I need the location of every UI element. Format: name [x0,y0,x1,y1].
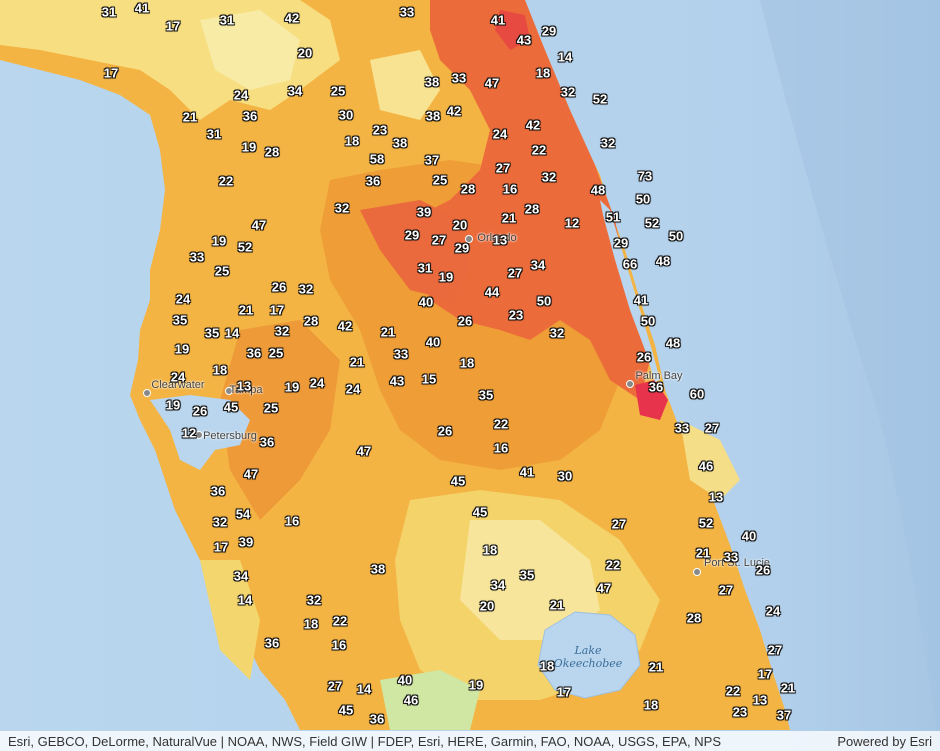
city-dot-port-st-lucie [693,568,701,576]
city-dot-palm-bay [626,380,634,388]
region-pale-south [460,520,600,640]
city-dot-tampa [225,387,233,395]
region-red-palmbay [635,380,668,420]
attribution-sources: Esri, GEBCO, DeLorme, NaturalVue | NOAA,… [8,733,722,749]
region-red-north [495,10,530,50]
place-label-orlando: Orlando [477,232,517,244]
lake-okeechobee [537,611,641,699]
place-label-palm-bay: Palm Bay [635,370,683,382]
powered-by-esri[interactable]: Powered by Esri [837,733,932,749]
place-label-tampa: Tampa [229,384,263,396]
lake-label-line1: Lake [574,644,602,657]
city-dot-clearwater [143,389,151,397]
lake-label-line2: Okeechobee [553,657,623,670]
region-dark-orange-west [220,320,340,520]
city-dot-st-petersburg [195,431,203,439]
indian-river-lagoon [600,200,660,382]
attribution-bar: Esri, GEBCO, DeLorme, NaturalVue | NOAA,… [0,731,940,751]
region-red-orange-east [410,0,650,400]
place-label-port-st-lucie: Port St. Lucie [703,557,771,569]
place-label-clearwater: Clearwater [151,379,205,391]
lake-label: Lake Okeechobee [554,644,623,670]
place-label-st-petersburg: Petersburg [203,430,257,442]
region-pale-north [200,10,300,90]
city-dot-orlando [465,235,473,243]
region-pale-north2 [370,50,440,120]
region-red-orange-orlando [360,200,470,300]
region-yellow-southwest [200,560,260,680]
shelf-edge [760,0,940,751]
region-green-south [380,670,480,730]
region-pale-east [680,420,740,500]
